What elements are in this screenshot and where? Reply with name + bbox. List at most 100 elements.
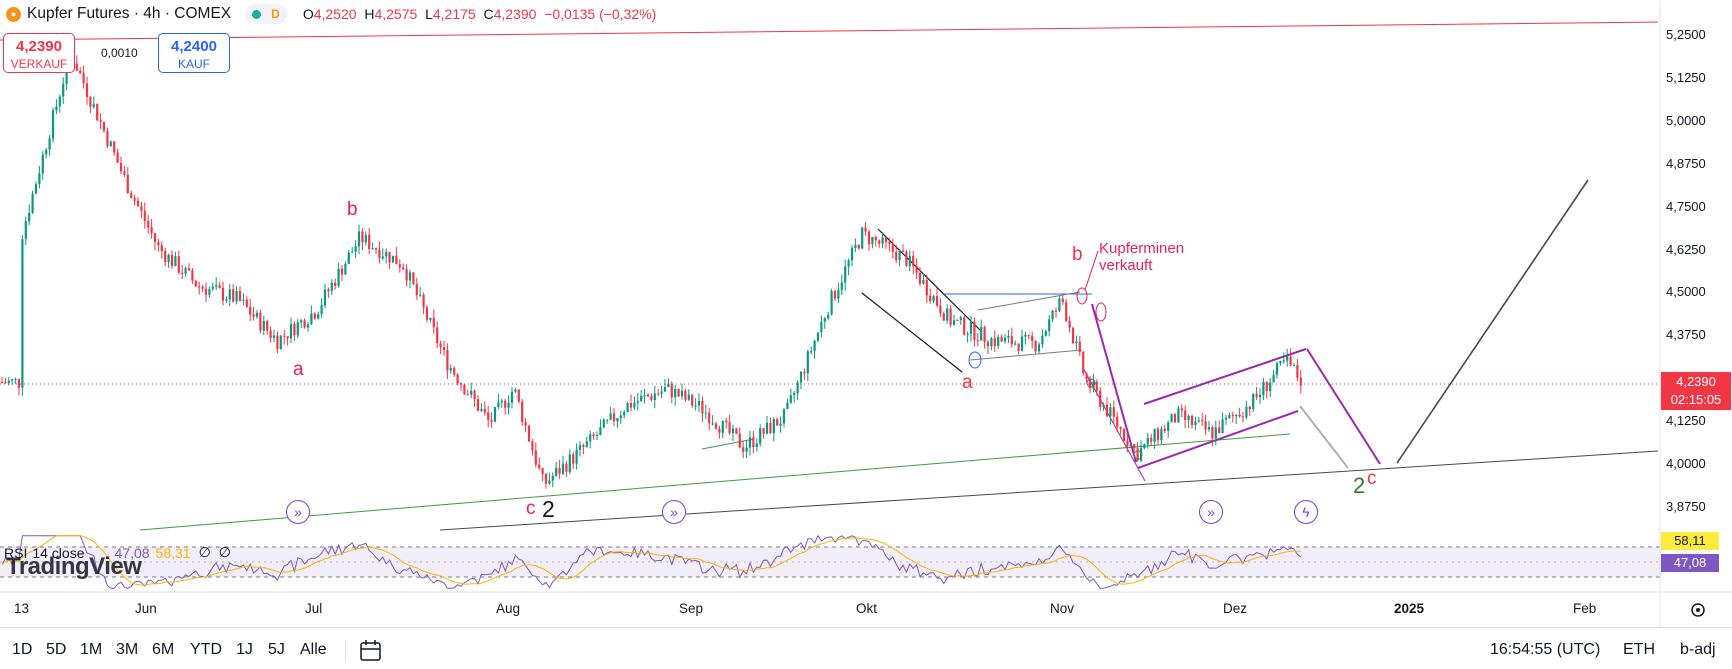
candle-body — [629, 403, 633, 408]
candle-body — [456, 374, 459, 384]
green-support-trendline — [139, 433, 1291, 531]
candle-body — [493, 406, 497, 422]
candle-body — [677, 389, 680, 397]
rsi-ma-line — [1, 535, 1301, 586]
candle-body — [935, 296, 939, 306]
timeframe-button-1d[interactable]: 1D — [12, 641, 33, 658]
bar-countdown: 02:15:05 — [1670, 392, 1722, 407]
candle-body — [663, 387, 667, 392]
candle-body — [861, 227, 864, 249]
candle-body — [463, 384, 466, 395]
candle-body — [1071, 327, 1075, 344]
candle-body — [878, 240, 881, 244]
event-marker-icon[interactable]: » — [286, 500, 310, 524]
adjustment-toggle[interactable]: b-adj — [1680, 641, 1716, 658]
timeframe-button-6m[interactable]: 6M — [152, 641, 175, 658]
candle-body — [283, 335, 286, 337]
timeframe-button-5j[interactable]: 5J — [268, 641, 285, 658]
candle-body — [344, 263, 347, 275]
candle-body — [888, 242, 891, 245]
candle-body — [531, 441, 534, 451]
candle-body — [922, 279, 925, 284]
candle-body — [130, 193, 133, 199]
timeframe-button-1m[interactable]: 1M — [80, 641, 103, 658]
buy-button[interactable]: 4,2400 KAUF — [158, 33, 230, 73]
event-marker-icon[interactable]: » — [662, 500, 686, 524]
wave-label-a2: a — [962, 372, 973, 393]
candle-body — [361, 231, 364, 243]
candle-body — [432, 317, 435, 328]
candle-body — [901, 250, 905, 252]
utc-clock[interactable]: 16:54:55 (UTC) — [1490, 641, 1601, 658]
session-toggle[interactable]: ETH — [1623, 641, 1655, 658]
candle-body — [327, 289, 330, 292]
candle-body — [755, 443, 758, 447]
wave-label-b1: b — [347, 199, 358, 220]
sell-button[interactable]: 4,2390 VERKAUF — [3, 33, 75, 73]
candle-body — [419, 294, 422, 296]
candle-body — [840, 282, 843, 291]
wave-label-b2: b — [1072, 244, 1083, 265]
timeframe-button-3m[interactable]: 3M — [116, 641, 139, 658]
candle-body — [711, 423, 714, 425]
candle-body — [102, 121, 106, 131]
candle-body — [303, 320, 306, 328]
timeframe-button-ytd[interactable]: YTD — [190, 641, 222, 658]
candle-body — [218, 285, 221, 288]
candle-body — [1061, 298, 1064, 303]
candle-body — [1170, 414, 1173, 423]
price-tick-label: 4,7500 — [1666, 198, 1706, 214]
lightning-event-icon[interactable]: ϟ — [1294, 500, 1318, 524]
candle-body — [847, 260, 850, 267]
candle-body — [721, 420, 724, 433]
candle-body — [14, 379, 17, 381]
session-status-pill[interactable]: D — [245, 4, 287, 24]
candle-body — [1048, 319, 1051, 332]
candle-body — [823, 318, 826, 322]
candle-body — [657, 393, 660, 395]
candle-body — [232, 289, 235, 302]
candle-body — [1211, 427, 1214, 439]
candle-body — [680, 390, 684, 397]
time-tick-label: Okt — [856, 601, 878, 616]
candle-body — [0, 382, 4, 384]
candle-body — [1126, 440, 1129, 447]
timeframe-button-1j[interactable]: 1J — [236, 641, 253, 658]
candle-body — [1085, 373, 1088, 380]
candle-body — [300, 320, 303, 323]
timeframe-button-alle[interactable]: Alle — [300, 641, 327, 658]
candle-body — [1082, 352, 1085, 374]
candle-body — [51, 110, 55, 139]
rsi-title[interactable]: RSI — [4, 544, 28, 561]
candle-body — [177, 256, 180, 273]
candle-body — [918, 272, 922, 284]
candle-body — [524, 422, 527, 426]
candle-body — [11, 379, 14, 381]
candle-body — [262, 321, 265, 331]
candle-body — [1207, 427, 1211, 430]
candle-body — [429, 317, 432, 320]
candle-body — [453, 367, 456, 375]
candle-body — [1275, 363, 1279, 375]
candle-body — [99, 120, 102, 122]
candle-body — [1167, 422, 1170, 432]
candle-body — [470, 390, 473, 395]
candle-body — [905, 251, 908, 266]
candle-body — [932, 296, 935, 302]
candle-body — [75, 63, 78, 71]
symbol-title[interactable]: Kupfer Futures · 4h · COMEX — [27, 5, 232, 22]
candle-body — [221, 287, 225, 301]
candle-body — [986, 341, 990, 347]
candle-body — [476, 399, 480, 411]
event-marker-icon[interactable]: » — [1199, 500, 1223, 524]
candle-body — [595, 434, 599, 436]
candle-body — [204, 288, 208, 295]
timeframe-button-5d[interactable]: 5D — [46, 641, 67, 658]
candle-body — [96, 103, 99, 121]
candle-body — [1221, 419, 1224, 434]
time-tick-label: Jun — [135, 601, 157, 616]
candle-body — [1269, 382, 1272, 392]
candle-body — [119, 162, 123, 172]
annotation-note: Kupferminen verkauft — [1099, 240, 1185, 274]
